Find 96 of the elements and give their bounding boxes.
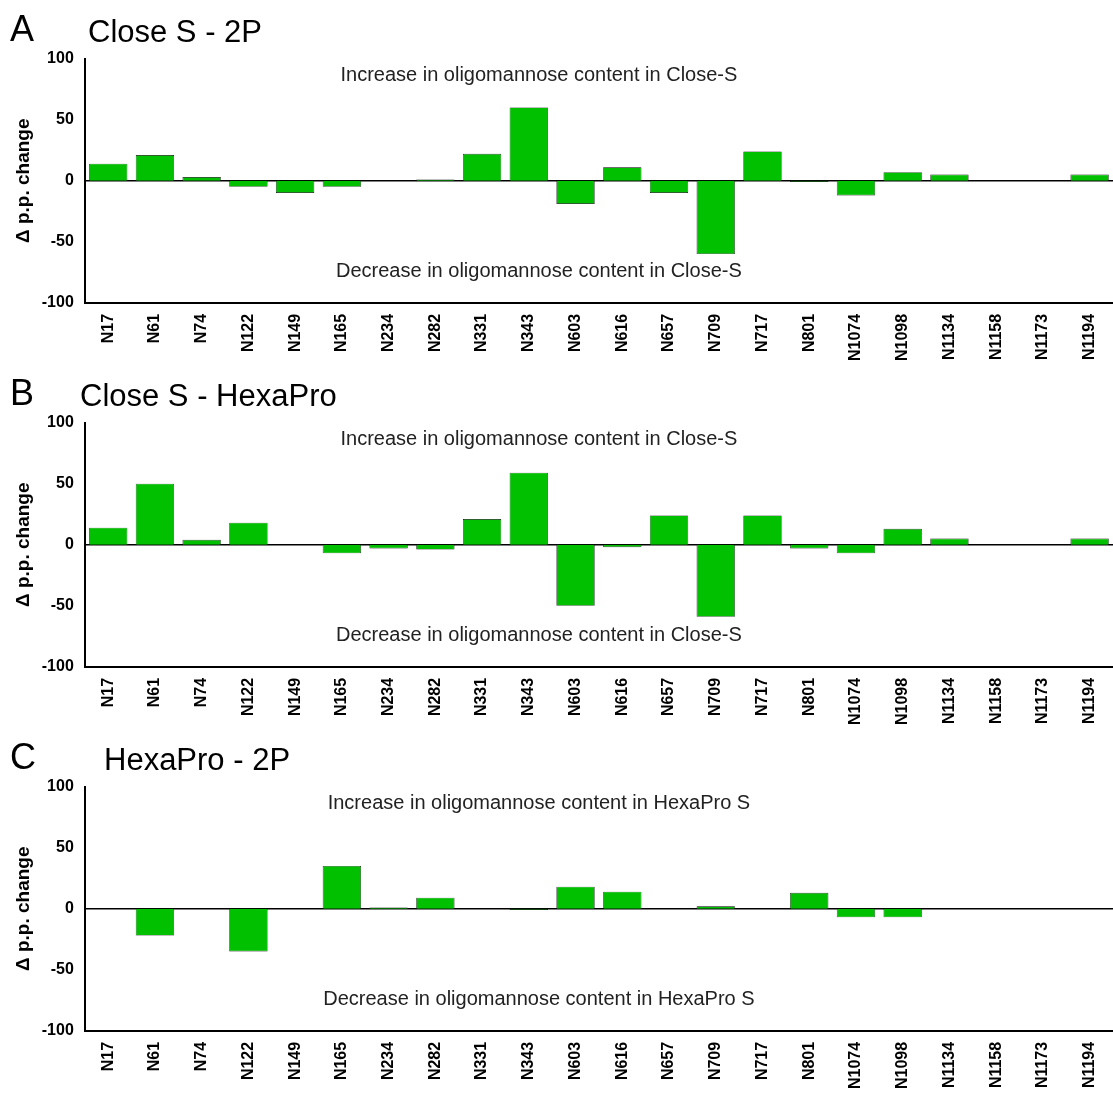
- y-tick-label: -50: [50, 232, 74, 250]
- y-tick-label: -50: [50, 960, 74, 978]
- x-tick-label: N1158: [986, 677, 1004, 725]
- x-tick-label: N1134: [939, 313, 957, 361]
- annotation: Decrease in oligomannose content in Close-S: [336, 258, 742, 281]
- x-tick-label: N1074: [846, 677, 864, 726]
- x-tick-label: N616: [612, 1041, 630, 1081]
- x-tick-label: N61: [145, 677, 163, 708]
- text: C: [10, 736, 36, 778]
- x-tick-label: N165: [332, 1041, 350, 1081]
- y-axis-title: Δ p.p. change: [11, 118, 33, 243]
- x-tick-label: N603: [565, 313, 583, 353]
- x-tick-label: N1074: [846, 1041, 864, 1090]
- annotation: Increase in oligomannose content in Close-S: [340, 63, 738, 86]
- text: B: [10, 372, 35, 414]
- x-tick-label: N149: [285, 313, 303, 353]
- x-tick-label: N234: [379, 1041, 397, 1081]
- y-tick-label: -100: [41, 657, 74, 675]
- x-tick-label: N331: [472, 1041, 490, 1081]
- x-tick-label: N282: [425, 677, 443, 717]
- x-tick-label: N709: [706, 1041, 724, 1081]
- chart-title: Close S - HexaPro: [80, 378, 337, 414]
- x-tick-label: N282: [425, 1041, 443, 1081]
- y-tick-label: 50: [56, 474, 74, 492]
- x-tick-label: N1194: [1080, 1041, 1098, 1089]
- annotation: Decrease in oligomannose content in HexaPro S: [323, 986, 755, 1009]
- x-tick-label: N61: [145, 1041, 163, 1072]
- x-tick-label: N149: [285, 1041, 303, 1081]
- x-tick-label: N801: [799, 1041, 817, 1081]
- x-tick-label: N74: [192, 1041, 210, 1072]
- x-tick-label: N801: [799, 677, 817, 717]
- x-tick-label: N717: [752, 1041, 770, 1081]
- x-tick-label: N1074: [846, 313, 864, 362]
- x-tick-label: N343: [519, 677, 537, 717]
- x-tick-label: N122: [238, 677, 256, 717]
- x-tick-label: N616: [612, 313, 630, 353]
- x-tick-label: N149: [285, 677, 303, 717]
- x-tick-label: N603: [565, 677, 583, 717]
- x-tick-label: N122: [238, 1041, 256, 1081]
- y-tick-label: 50: [56, 838, 74, 856]
- x-tick-label: N1194: [1080, 313, 1098, 361]
- x-tick-label: N801: [799, 313, 817, 353]
- y-tick-label: -50: [50, 596, 74, 614]
- x-tick-label: N1158: [986, 313, 1004, 361]
- y-tick-label: 100: [47, 49, 74, 67]
- x-tick-label: N331: [472, 313, 490, 353]
- x-tick-label: N1098: [893, 1041, 911, 1090]
- x-tick-label: N61: [145, 313, 163, 344]
- x-tick-label: N122: [238, 313, 256, 353]
- y-tick-label: 50: [56, 110, 74, 128]
- y-tick-label: 0: [64, 899, 74, 917]
- x-tick-label: N17: [98, 313, 116, 344]
- y-axis-title: Δ p.p. change: [11, 482, 33, 607]
- x-tick-label: N282: [425, 313, 443, 353]
- annotation: Increase in oligomannose content in Close-S: [340, 427, 738, 450]
- x-tick-label: N616: [612, 677, 630, 717]
- x-tick-label: N74: [192, 313, 210, 344]
- x-tick-label: N343: [519, 313, 537, 353]
- text: A: [10, 8, 35, 50]
- x-tick-label: N17: [98, 677, 116, 708]
- x-tick-label: N717: [752, 677, 770, 717]
- x-tick-label: N165: [332, 677, 350, 717]
- x-tick-label: N234: [379, 313, 397, 353]
- x-tick-label: N234: [379, 677, 397, 717]
- y-tick-label: 100: [47, 413, 74, 431]
- x-tick-label: N657: [659, 677, 677, 717]
- x-tick-label: N1134: [939, 1041, 957, 1089]
- x-tick-label: N1173: [1033, 313, 1051, 361]
- x-tick-label: N165: [332, 313, 350, 353]
- y-axis-title: Δ p.p. change: [11, 846, 33, 971]
- x-tick-label: N717: [752, 313, 770, 353]
- x-tick-label: N343: [519, 1041, 537, 1081]
- x-tick-label: N1134: [939, 677, 957, 725]
- x-tick-label: N17: [98, 1041, 116, 1072]
- x-tick-label: N603: [565, 1041, 583, 1081]
- annotation: Decrease in oligomannose content in Close-S: [336, 622, 742, 645]
- x-tick-label: N1098: [893, 677, 911, 726]
- x-tick-label: N74: [192, 677, 210, 708]
- y-tick-label: 0: [64, 171, 74, 189]
- annotation: Increase in oligomannose content in HexaPro S: [327, 791, 751, 814]
- chart-title: HexaPro - 2P: [104, 742, 291, 778]
- y-tick-label: 0: [64, 535, 74, 553]
- y-tick-label: 100: [47, 777, 74, 795]
- y-tick-label: -100: [41, 293, 74, 311]
- x-tick-label: N331: [472, 677, 490, 717]
- x-tick-label: N1173: [1033, 677, 1051, 725]
- y-tick-label: -100: [41, 1021, 74, 1039]
- x-tick-label: N1194: [1080, 677, 1098, 725]
- x-tick-label: N1173: [1033, 1041, 1051, 1089]
- x-tick-label: N1098: [893, 313, 911, 362]
- chart-title: Close S - 2P: [88, 14, 263, 50]
- x-tick-label: N657: [659, 1041, 677, 1081]
- x-tick-label: N709: [706, 677, 724, 717]
- x-tick-label: N1158: [986, 1041, 1004, 1089]
- x-tick-label: N709: [706, 313, 724, 353]
- x-tick-label: N657: [659, 313, 677, 353]
